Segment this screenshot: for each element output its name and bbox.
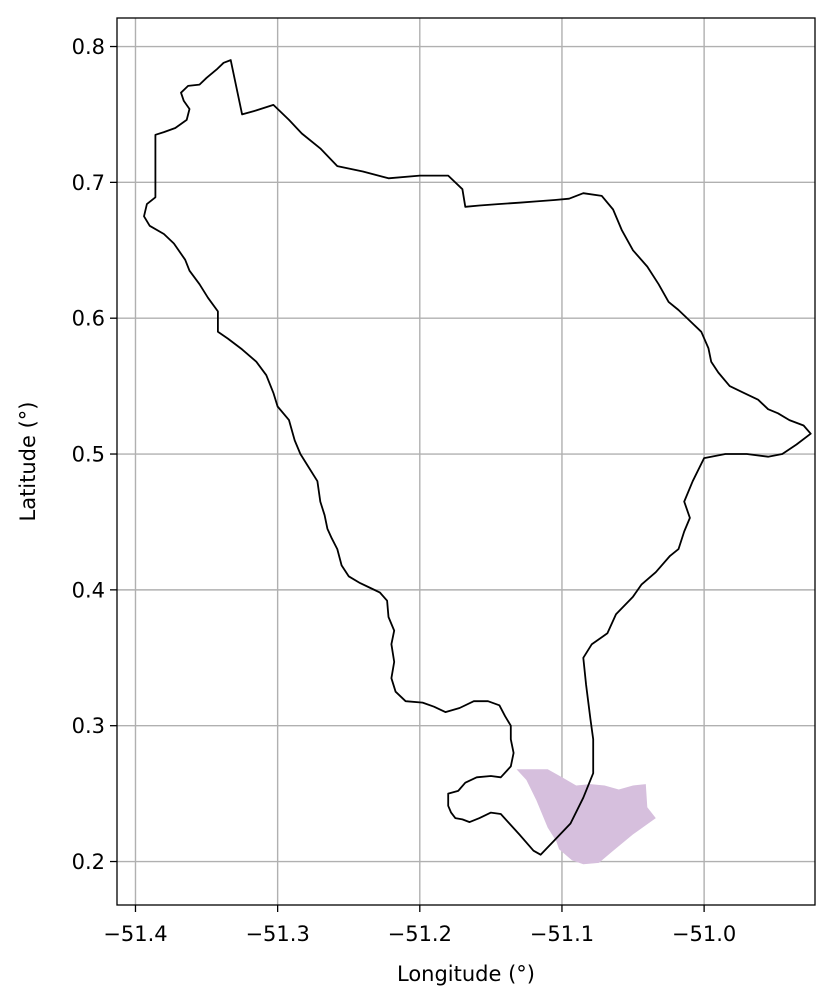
x-tick-label: −51.3 — [245, 922, 309, 946]
x-tick-label: −51.1 — [530, 922, 594, 946]
x-tick-label: −51.2 — [388, 922, 452, 946]
x-tick-label: −51.4 — [103, 922, 167, 946]
x-tick-labels: −51.4 −51.3 −51.2 −51.1 −51.0 — [103, 922, 736, 946]
y-tick-label: 0.2 — [72, 850, 105, 874]
y-tick-label: 0.6 — [72, 307, 105, 331]
y-tick-label: 0.5 — [72, 443, 105, 467]
y-tick-label: 0.3 — [72, 714, 105, 738]
boundary-outline-layer — [143, 59, 812, 856]
y-tick-labels: 0.2 0.3 0.4 0.5 0.6 0.7 0.8 — [72, 35, 105, 874]
x-tick-label: −51.0 — [672, 922, 736, 946]
boundary-outline — [143, 59, 812, 856]
shaded-region-layer — [516, 769, 656, 865]
y-tick-label: 0.8 — [72, 35, 105, 59]
y-tick-label: 0.4 — [72, 578, 105, 602]
y-axis-label: Latitude (°) — [16, 402, 40, 522]
shaded-region — [516, 769, 656, 865]
grid — [117, 18, 815, 905]
y-tick-label: 0.7 — [72, 171, 105, 195]
tick-marks — [110, 45, 705, 912]
plot-frame — [116, 17, 816, 906]
x-axis-label: Longitude (°) — [397, 962, 535, 986]
